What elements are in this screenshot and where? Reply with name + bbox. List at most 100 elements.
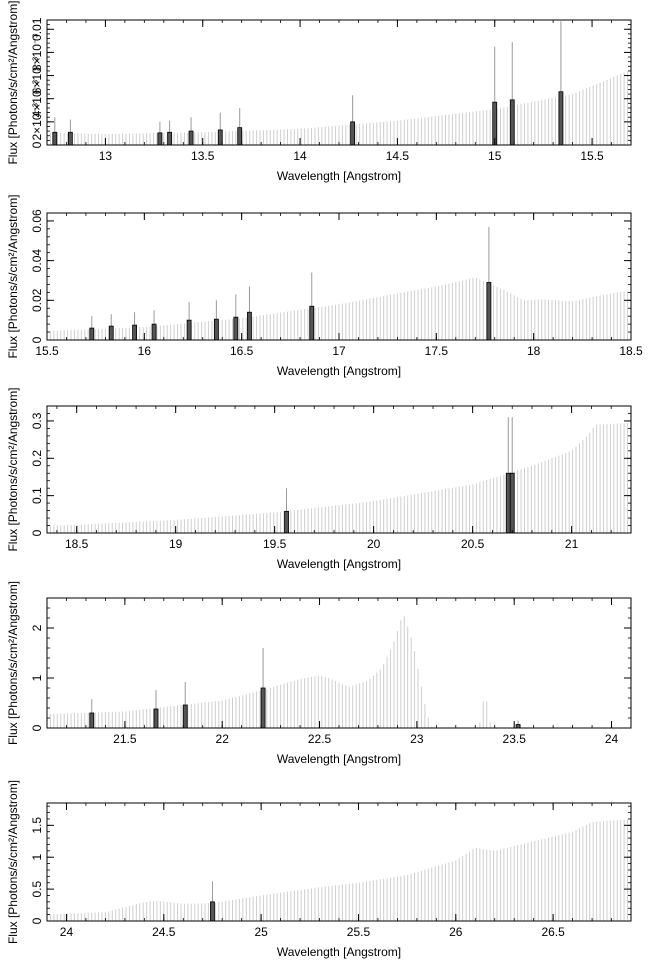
x-tick-label: 19 bbox=[169, 537, 183, 551]
line-bar bbox=[157, 132, 163, 145]
x-tick-label: 17.5 bbox=[425, 344, 449, 358]
continuum-spectrum bbox=[47, 277, 631, 340]
line-bar bbox=[182, 704, 188, 728]
x-tick-label: 18.5 bbox=[65, 537, 89, 551]
line-markers bbox=[52, 21, 564, 145]
x-tick-label: 17 bbox=[332, 344, 346, 358]
y-tick-label: 2 bbox=[30, 624, 44, 631]
y-tick-label: 1 bbox=[30, 674, 44, 681]
x-tick-label: 21 bbox=[565, 537, 579, 551]
x-tick-label: 24 bbox=[60, 925, 74, 939]
x-axis-title: Wavelength [Angstrom] bbox=[277, 364, 401, 378]
y-tick-label: 0.2 bbox=[30, 450, 44, 467]
x-tick-label: 15.5 bbox=[35, 344, 59, 358]
line-bar bbox=[52, 131, 58, 145]
x-tick-label: 23.5 bbox=[503, 732, 527, 746]
line-bar bbox=[260, 687, 266, 728]
x-tick-label: 20 bbox=[367, 537, 381, 551]
line-bar bbox=[237, 127, 243, 145]
continuum-spectrum bbox=[47, 818, 631, 921]
x-tick-label: 18 bbox=[527, 344, 541, 358]
y-tick-label: 4×10⁻³ bbox=[30, 80, 44, 117]
x-axis-title: Wavelength [Angstrom] bbox=[277, 557, 401, 571]
plot-frame bbox=[46, 405, 632, 534]
line-markers bbox=[89, 226, 492, 340]
line-bar bbox=[509, 472, 515, 533]
y-tick-label: 0.02 bbox=[30, 288, 44, 312]
y-tick-label: 0.1 bbox=[30, 487, 44, 504]
y-tick-label: 0.06 bbox=[30, 209, 44, 233]
line-bar bbox=[217, 129, 223, 145]
y-axis-title: Flux [Photons/s/cm²/Angstrom] bbox=[6, 581, 20, 745]
x-tick-label: 21.5 bbox=[113, 732, 137, 746]
y-tick-label: 0.3 bbox=[30, 412, 44, 429]
y-tick-label: 0.01 bbox=[30, 17, 44, 41]
y-tick-label: 0 bbox=[30, 724, 44, 731]
y-tick-label: 6×10⁻³ bbox=[30, 57, 44, 94]
x-tick-label: 14 bbox=[293, 149, 307, 163]
line-bar bbox=[309, 305, 315, 340]
line-markers bbox=[89, 648, 521, 728]
x-tick-label: 16.5 bbox=[230, 344, 254, 358]
line-bar bbox=[492, 101, 498, 145]
chart-panel-3: 18.5 19 19.5 20 20.5 21 0 0.1 0.2 0.3 Wavelength [… bbox=[6, 387, 632, 571]
x-tick-label: 22 bbox=[216, 732, 230, 746]
line-bar bbox=[132, 324, 138, 340]
line-bar bbox=[89, 712, 95, 728]
line-bar bbox=[509, 99, 515, 145]
line-bar bbox=[515, 724, 521, 728]
y-axis-title: Flux [Photons/s/cm²/Angstrom] bbox=[6, 194, 20, 358]
x-tick-label: 15 bbox=[488, 149, 502, 163]
x-tick-label: 24 bbox=[605, 732, 619, 746]
line-bar bbox=[167, 131, 173, 145]
y-tick-label: 0 bbox=[30, 529, 44, 536]
continuum-spectrum bbox=[47, 422, 631, 533]
line-bar bbox=[486, 282, 492, 340]
x-axis-title: Wavelength [Angstrom] bbox=[277, 752, 401, 766]
y-tick-label: 0.5 bbox=[30, 880, 44, 897]
x-axis-title: Wavelength [Angstrom] bbox=[277, 945, 401, 959]
y-axis-title: Flux [Photons/s/cm²/Angstrom] bbox=[6, 387, 20, 551]
x-tick-label: 20.5 bbox=[461, 537, 485, 551]
y-axis-title: Flux [Photons/s/cm²/Angstrom] bbox=[6, 0, 20, 164]
y-tick-label: 8×10⁻³ bbox=[30, 34, 44, 71]
y-tick-label: 0 bbox=[30, 336, 44, 343]
y-tick-label: 1 bbox=[30, 854, 44, 861]
x-tick-label: 24.5 bbox=[152, 925, 176, 939]
y-tick-label: 2×10⁻³ bbox=[30, 103, 44, 140]
chart-panel-2: 15.5 16 16.5 17 17.5 18 18.5 0 0.02 0.04 0.06 Wavel… bbox=[6, 194, 643, 378]
x-tick-label: 23 bbox=[410, 732, 424, 746]
line-bar bbox=[89, 327, 95, 340]
line-bar bbox=[233, 316, 239, 340]
line-bar bbox=[188, 130, 194, 145]
line-bar bbox=[558, 91, 564, 145]
line-bar bbox=[67, 131, 73, 145]
x-tick-label: 18.5 bbox=[619, 344, 643, 358]
x-tick-label: 26.5 bbox=[541, 925, 565, 939]
x-tick-label: 14.5 bbox=[386, 149, 410, 163]
x-tick-label: 13 bbox=[99, 149, 113, 163]
chart-panel-5: 24 24.5 25 25.5 26 26.5 0 0.5 1 1.5 Wavelength [An… bbox=[6, 780, 632, 959]
y-tick-label: 0 bbox=[30, 141, 44, 148]
chart-panel-4: 21.5 22 22.5 23 23.5 24 0 1 2 Wavelength [Angstro… bbox=[6, 581, 632, 766]
line-bar bbox=[210, 901, 215, 921]
line-bar bbox=[186, 319, 192, 340]
y-tick-label: 0 bbox=[30, 917, 44, 924]
x-tick-label: 16 bbox=[138, 344, 152, 358]
y-tick-label: 0.04 bbox=[30, 249, 44, 273]
x-tick-label: 25 bbox=[254, 925, 268, 939]
chart-panel-1: 13 13.5 14 14.5 15 15.5 02×10⁻³4×10⁻³6×10⁻³8×1… bbox=[6, 0, 632, 183]
line-bar bbox=[350, 121, 356, 145]
x-tick-label: 15.5 bbox=[580, 149, 604, 163]
line-markers bbox=[210, 881, 215, 921]
x-tick-label: 19.5 bbox=[263, 537, 287, 551]
line-bar bbox=[108, 325, 114, 340]
x-tick-label: 25.5 bbox=[347, 925, 371, 939]
line-bar bbox=[505, 472, 511, 533]
continuum-spectrum bbox=[47, 69, 631, 145]
y-axis-title: Flux [Photons/s/cm²/Angstrom] bbox=[6, 780, 20, 944]
y-tick-label: 1.5 bbox=[30, 817, 44, 834]
x-tick-label: 26 bbox=[449, 925, 463, 939]
continuum-spectrum bbox=[47, 616, 498, 728]
